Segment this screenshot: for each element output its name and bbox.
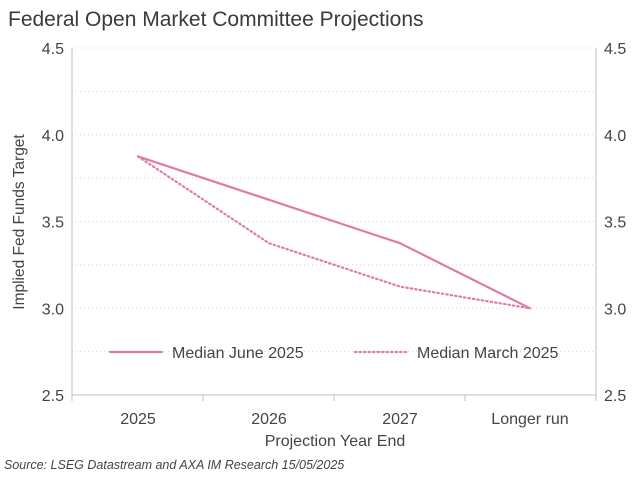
y-right-tick-label: 3.0 bbox=[604, 301, 626, 318]
y-tick-label: 4.0 bbox=[42, 128, 64, 145]
tick-labels: 2.5 2.5 3.0 3.0 3.5 3.5 4.0 4.0 4.5 4.5 2025 2026 20… bbox=[42, 41, 627, 428]
y-right-tick-label: 4.0 bbox=[604, 128, 626, 145]
y-tick-label: 3.5 bbox=[42, 215, 64, 232]
y-right-tick-label: 3.5 bbox=[604, 215, 626, 232]
series-line bbox=[136, 155, 532, 310]
chart-title: Federal Open Market Committee Projection… bbox=[8, 8, 424, 31]
series-lines bbox=[136, 155, 532, 310]
y-tick-label: 2.5 bbox=[42, 388, 64, 405]
x-axis-label: Projection Year End bbox=[265, 433, 406, 450]
axes bbox=[71, 48, 597, 401]
x-tick-label: 2026 bbox=[251, 411, 287, 428]
y-right-tick-label: 4.5 bbox=[604, 41, 626, 58]
x-tick-label: 2027 bbox=[382, 411, 418, 428]
legend-label: Median June 2025 bbox=[172, 345, 304, 362]
y-axis-label: Implied Fed Funds Target bbox=[11, 134, 28, 310]
y-tick-label: 3.0 bbox=[42, 301, 64, 318]
x-tick-label: 2025 bbox=[120, 411, 156, 428]
source-note: Source: LSEG Datastream and AXA IM Resea… bbox=[4, 458, 345, 472]
x-tick-label: Longer run bbox=[491, 411, 568, 428]
legend: Median June 2025 Median March 2025 bbox=[108, 345, 559, 362]
series-line bbox=[136, 155, 532, 310]
legend-label: Median March 2025 bbox=[417, 345, 559, 362]
y-right-tick-label: 2.5 bbox=[604, 388, 626, 405]
y-tick-label: 4.5 bbox=[42, 41, 64, 58]
